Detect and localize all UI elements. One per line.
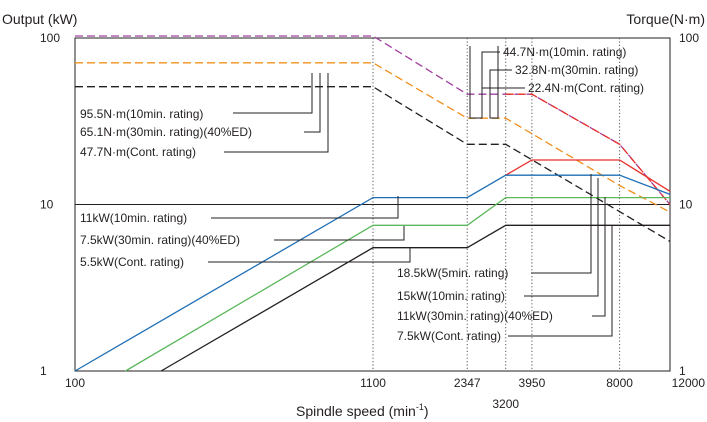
- y-tick-label-right: 1: [679, 364, 686, 378]
- annotation-label: 5.5kW(Cont. rating): [80, 255, 184, 269]
- annotation-label: 32.8N·m(30min. rating): [515, 63, 638, 77]
- y-tick-label-right: 10: [679, 198, 693, 212]
- annotation-label: 18.5kW(5min. rating): [397, 266, 508, 280]
- leader-line: [304, 73, 321, 133]
- annotation-label: 95.5N·m(10min. rating): [80, 107, 203, 121]
- x-tick-label: 8000: [606, 376, 633, 390]
- series-line: [505, 93, 671, 205]
- annotation-label: 11kW(10min. rating): [80, 211, 187, 225]
- x-axis-label: Spindle speed (min-1): [296, 402, 429, 419]
- series-group: [74, 35, 671, 372]
- leader-line: [211, 196, 399, 219]
- series-line: [125, 196, 670, 372]
- x-tick-label: 12000: [672, 376, 706, 390]
- leader-line: [531, 174, 592, 274]
- x-tick-label: 3950: [519, 376, 546, 390]
- y-tick-label-left: 1: [40, 364, 47, 378]
- y-tick-label-left: 10: [40, 198, 54, 212]
- series-line: [75, 62, 671, 213]
- leader-line: [208, 247, 411, 263]
- y-axis-label-left: Output (kW): [2, 11, 77, 27]
- annotation-label: 7.5kW(30min. rating)(40%ED): [80, 233, 240, 247]
- leader-line: [469, 46, 500, 119]
- series-line: [74, 174, 671, 372]
- annotation-label: 47.7N·m(Cont. rating): [80, 145, 196, 159]
- y-tick-label-left: 100: [40, 31, 60, 45]
- leader-line: [233, 73, 313, 114]
- annotation-label: 15kW(10min. rating): [397, 289, 505, 303]
- annotation-label: 44.7N·m(10min. rating): [503, 45, 626, 59]
- x-tick-label: 100: [65, 376, 85, 390]
- leader-line: [481, 87, 525, 98]
- annotation-label: 11kW(30min. rating)(40%ED): [397, 309, 553, 323]
- series-line: [75, 86, 671, 242]
- annotation-label: 7.5kW(Cont. rating): [397, 329, 501, 343]
- leader-line: [508, 226, 613, 337]
- leader-line: [489, 46, 512, 119]
- annotation-label: 22.4N·m(Cont. rating): [528, 81, 644, 95]
- leader-line: [524, 178, 599, 297]
- x-tick-label: 2347: [454, 376, 481, 390]
- series-line: [160, 224, 670, 372]
- leader-line: [224, 73, 329, 153]
- leader-line: [274, 226, 405, 241]
- series-line: [505, 159, 671, 192]
- x-tick-label: 1100: [360, 376, 386, 390]
- x-tick-label: 3200: [492, 397, 519, 411]
- annotation-label: 65.1N·m(30min. rating)(40%ED): [80, 125, 252, 139]
- y-tick-label-right: 100: [679, 31, 699, 45]
- leader-lines: [208, 46, 613, 337]
- leader-line: [592, 197, 606, 317]
- y-axis-label-right: Torque(N·m): [626, 11, 705, 27]
